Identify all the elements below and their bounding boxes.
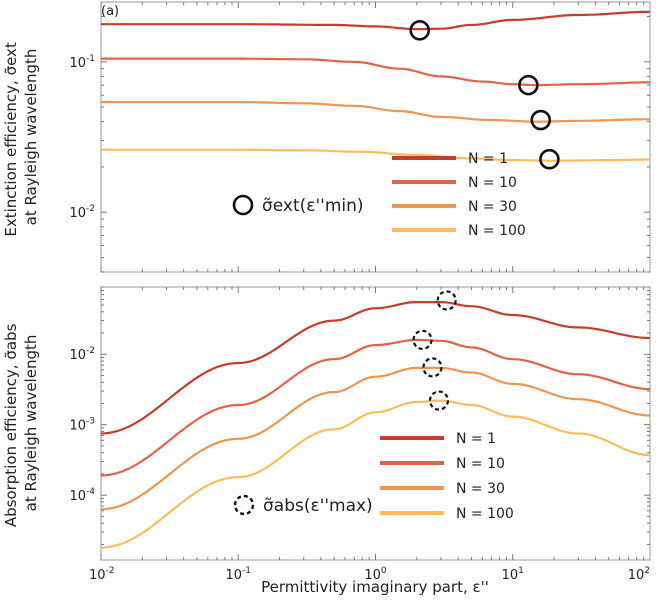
absorption-marker-legend-label: σ̃abs(ε''max)	[263, 496, 373, 516]
extinction-series	[101, 10, 651, 162]
extinction-y-ticks: 10-1 10-2	[69, 2, 650, 273]
x-axis-title: Permittivity imaginary part, ε''	[261, 578, 489, 596]
extremum-marker	[539, 148, 560, 170]
x-tick-label: 100	[364, 566, 387, 583]
absorption-ticks: 10-2 10-3 10-4 10-2 10-1 100 101 102	[69, 286, 650, 583]
series-line	[100, 338, 651, 477]
x-tick-label: 10-2	[89, 566, 115, 583]
x-tick-label: 10-1	[225, 566, 251, 583]
series-line	[100, 399, 651, 549]
absorption-y-axis-title: Absorption efficiency, σ̃abs at Rayleigh…	[2, 319, 40, 527]
legend-label: N = 1	[456, 431, 496, 447]
extinction-y-axis-title-line-2: at Rayleigh wavelength	[22, 49, 40, 226]
series-line	[101, 101, 650, 123]
series-line	[101, 148, 650, 162]
absorption-y-axis-title-line-1: Absorption efficiency, σ̃abs	[2, 323, 20, 527]
absorption-series	[100, 301, 651, 549]
absorption-legend: N = 1 N = 10 N = 30 N = 100	[380, 431, 514, 522]
series-line	[100, 301, 651, 435]
panel-label: (a)	[101, 4, 119, 19]
y-tick-label: 10-2	[69, 346, 95, 363]
series-line	[101, 10, 651, 31]
extinction-marker-legend-symbol	[232, 194, 254, 216]
extinction-y-axis-title: Extinction efficiency, σ̃ext at Rayleigh…	[2, 37, 40, 236]
legend-label: N = 10	[456, 456, 505, 472]
extinction-markers	[409, 20, 560, 170]
legend-label: N = 100	[456, 506, 514, 522]
y-tick-label: 10-3	[69, 417, 95, 434]
extinction-legend: N = 1 N = 10 N = 30 N = 100	[392, 151, 526, 239]
extremum-marker	[518, 74, 539, 96]
extinction-panel: (a) Extinction efficiency, σ̃ext at Rayl…	[2, 1, 651, 273]
extremum-marker	[436, 290, 457, 311]
series-line	[100, 366, 651, 511]
extremum-marker	[409, 20, 431, 41]
absorption-marker-legend: σ̃abs(ε''max)	[233, 494, 373, 516]
legend-label: N = 30	[456, 481, 505, 497]
legend-label: N = 100	[468, 223, 526, 239]
x-tick-label: 102	[628, 566, 650, 583]
extremum-marker	[428, 390, 450, 411]
absorption-y-axis-title-line-2: at Rayleigh wavelength	[22, 335, 40, 512]
legend-label: N = 30	[468, 199, 517, 215]
y-tick-label: 10-1	[69, 54, 95, 71]
extremum-marker	[530, 109, 552, 131]
legend-label: N = 10	[468, 175, 517, 191]
extinction-plot-frame	[100, 1, 651, 273]
absorption-plot-frame	[100, 286, 651, 561]
legend-label: N = 1	[468, 151, 508, 167]
extinction-marker-legend: σ̃ext(ε''min)	[232, 194, 364, 216]
absorption-marker-legend-symbol	[233, 494, 255, 516]
series-line	[101, 57, 650, 87]
y-tick-label: 10-4	[69, 487, 95, 504]
absorption-panel: Absorption efficiency, σ̃abs at Rayleigh…	[2, 286, 651, 596]
y-tick-label: 10-2	[69, 204, 95, 221]
absorption-markers	[412, 290, 457, 411]
extinction-marker-legend-label: σ̃ext(ε''min)	[262, 196, 364, 216]
extinction-y-axis-title-line-1: Extinction efficiency, σ̃ext	[2, 42, 20, 237]
x-tick-label: 101	[502, 566, 524, 583]
extremum-marker	[422, 357, 443, 378]
extremum-marker	[412, 329, 433, 350]
